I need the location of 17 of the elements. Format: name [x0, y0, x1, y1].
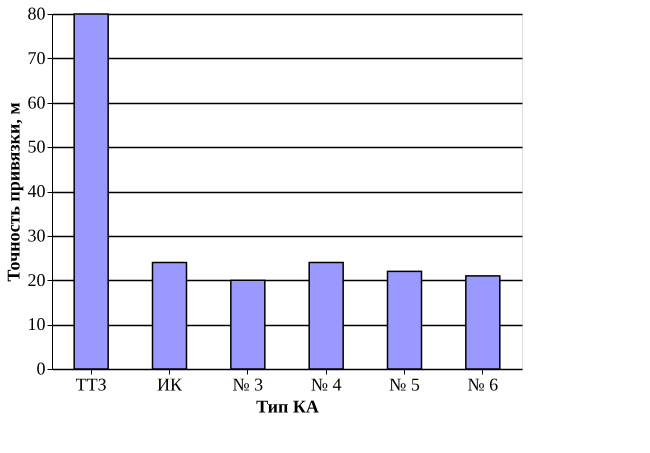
- x-tick-label: ТТЗ: [76, 374, 107, 394]
- y-tick-label: 40: [28, 181, 46, 201]
- y-tick-label: 30: [28, 225, 46, 246]
- y-tick-label: 70: [28, 48, 46, 68]
- x-tick-label: № 5: [389, 374, 420, 394]
- x-tick-label: № 6: [467, 374, 498, 394]
- y-axis-title: Точность привязки, м: [4, 102, 24, 282]
- x-tick-label: ИК: [156, 374, 183, 394]
- y-tick-label: 0: [36, 358, 46, 378]
- y-tick-label: 20: [28, 270, 46, 290]
- x-tick-label: № 4: [310, 374, 342, 394]
- y-tick-label: 10: [28, 314, 46, 334]
- y-tick-label: 80: [28, 4, 46, 24]
- y-tick-label: 50: [28, 136, 46, 157]
- y-tick-label: 60: [28, 92, 46, 112]
- x-tick-label: № 3: [232, 374, 264, 394]
- x-axis-title: Тип КА: [256, 396, 319, 416]
